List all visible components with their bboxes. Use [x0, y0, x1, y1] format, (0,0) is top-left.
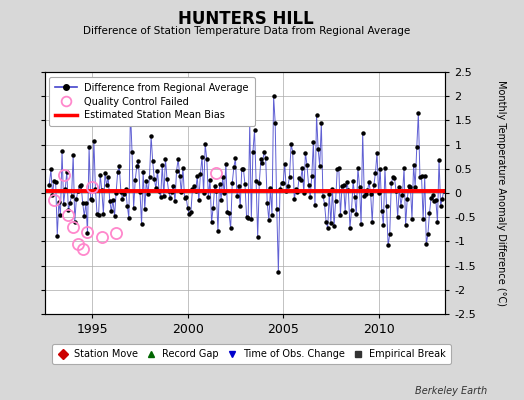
Legend: Difference from Regional Average, Quality Control Failed, Estimated Station Mean: Difference from Regional Average, Qualit…	[49, 77, 255, 126]
Y-axis label: Monthly Temperature Anomaly Difference (°C): Monthly Temperature Anomaly Difference (…	[496, 80, 506, 306]
Text: Difference of Station Temperature Data from Regional Average: Difference of Station Temperature Data f…	[83, 26, 410, 36]
Legend: Station Move, Record Gap, Time of Obs. Change, Empirical Break: Station Move, Record Gap, Time of Obs. C…	[52, 344, 451, 364]
Text: Berkeley Earth: Berkeley Earth	[415, 386, 487, 396]
Text: HUNTERS HILL: HUNTERS HILL	[178, 10, 314, 28]
